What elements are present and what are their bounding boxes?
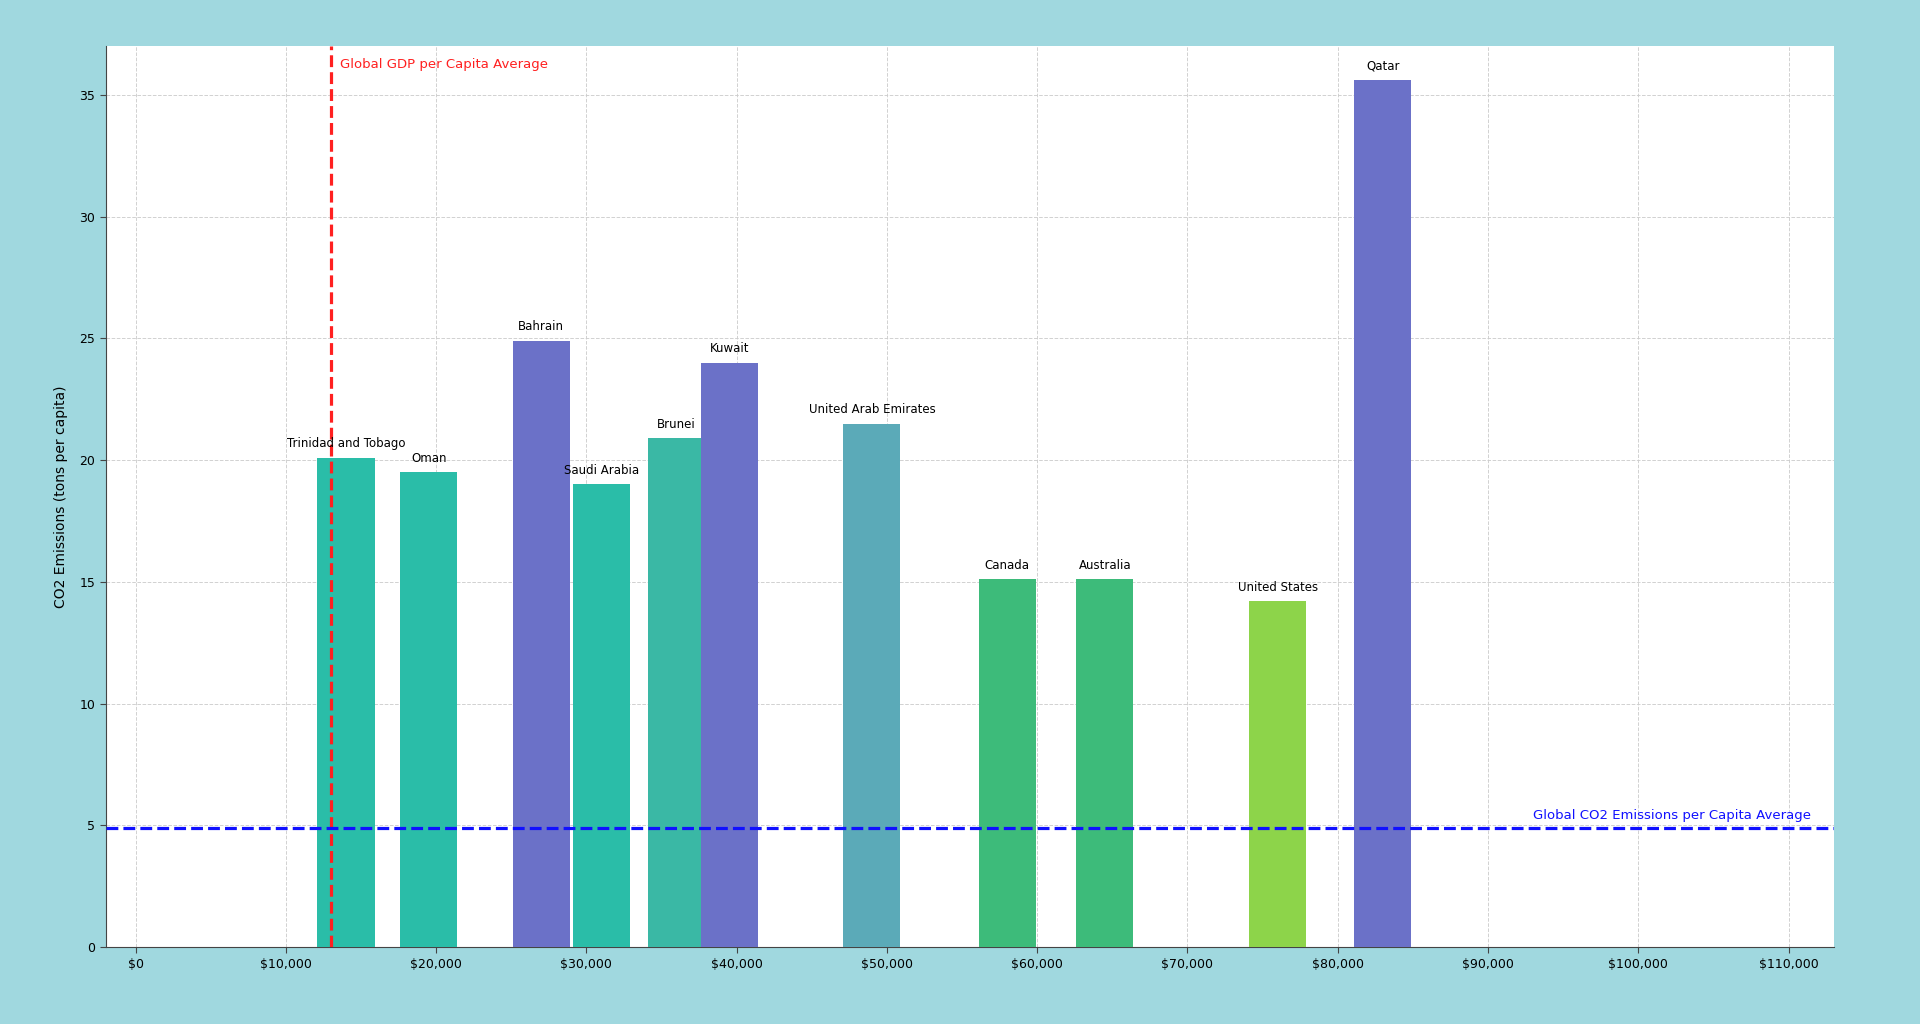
Text: Saudi Arabia: Saudi Arabia xyxy=(564,464,639,477)
Text: Oman: Oman xyxy=(411,452,447,465)
Bar xyxy=(843,424,900,947)
Bar xyxy=(513,341,570,947)
Text: Global CO2 Emissions per Capita Average: Global CO2 Emissions per Capita Average xyxy=(1532,809,1811,822)
Bar xyxy=(649,438,705,947)
Bar xyxy=(1250,601,1306,947)
Text: Australia: Australia xyxy=(1079,559,1131,572)
Bar xyxy=(979,580,1035,947)
Bar xyxy=(1077,580,1133,947)
Text: Kuwait: Kuwait xyxy=(708,342,749,355)
Bar xyxy=(399,472,457,947)
Text: Trinidad and Tobago: Trinidad and Tobago xyxy=(286,437,405,451)
Text: Global GDP per Capita Average: Global GDP per Capita Average xyxy=(340,58,547,72)
Text: Canada: Canada xyxy=(985,559,1029,572)
Bar xyxy=(317,458,374,947)
Bar xyxy=(572,484,630,947)
Text: United Arab Emirates: United Arab Emirates xyxy=(808,403,935,417)
Text: Brunei: Brunei xyxy=(657,418,695,431)
Text: Bahrain: Bahrain xyxy=(518,321,564,334)
Y-axis label: CO2 Emissions (tons per capita): CO2 Emissions (tons per capita) xyxy=(54,385,69,608)
Bar xyxy=(701,362,758,947)
Text: Qatar: Qatar xyxy=(1365,59,1400,73)
Bar xyxy=(1354,80,1411,947)
Text: United States: United States xyxy=(1238,581,1317,594)
